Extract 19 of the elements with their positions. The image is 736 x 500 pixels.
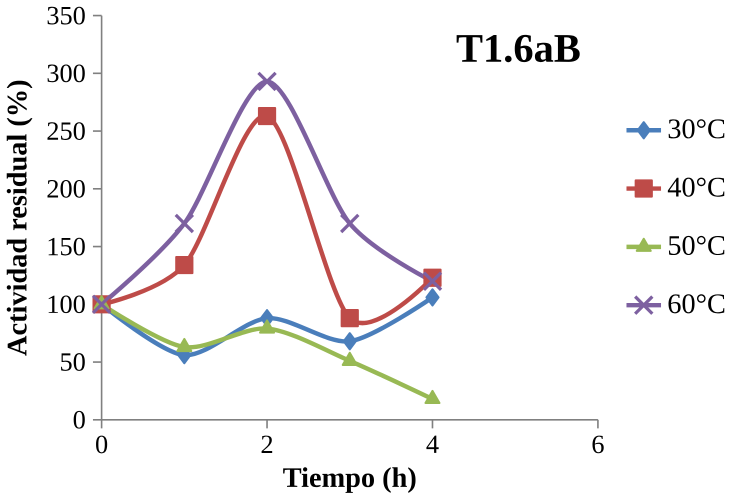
y-tick-label: 350 (48, 6, 85, 25)
x-tick-label: 6 (592, 436, 604, 454)
x-axis-title: Tiempo (h) (283, 467, 416, 494)
legend-label: 30°C (668, 119, 724, 139)
x-tick-label: 0 (96, 436, 108, 454)
y-tick-label: 50 (61, 353, 85, 372)
y-tick-label: 0 (74, 411, 85, 429)
y-tick-label: 200 (47, 180, 85, 198)
y-tick-label: 150 (48, 238, 85, 256)
legend-label: 60°C (668, 294, 724, 314)
x-tick-label: 2 (262, 436, 272, 454)
y-tick-label: 300 (48, 64, 85, 82)
y-axis-title: Actividad residual (%) (6, 80, 32, 356)
x-tick-label: 4 (426, 436, 439, 454)
chart-title: T1.6aB (456, 35, 580, 62)
y-tick-label: 250 (47, 122, 85, 140)
y-tick-label: 100 (48, 296, 85, 314)
legend-label: 40°C (668, 178, 724, 197)
legend-label: 50°C (668, 236, 724, 256)
